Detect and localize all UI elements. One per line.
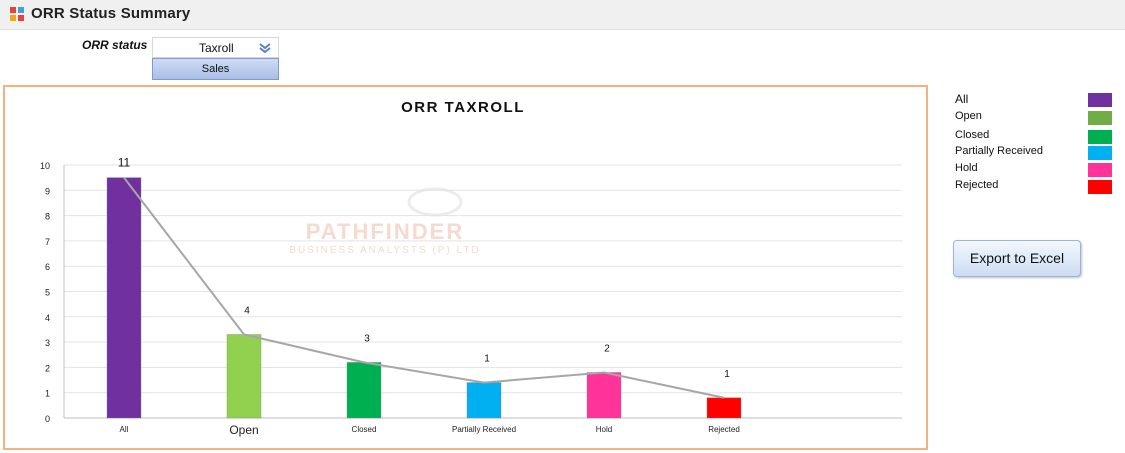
legend-swatch bbox=[1088, 146, 1112, 160]
bar-open bbox=[226, 334, 262, 419]
bar-partially-received bbox=[466, 382, 502, 419]
dropdown-option-sales[interactable]: Sales bbox=[152, 58, 279, 80]
orr-status-label: ORR status bbox=[82, 38, 148, 52]
legend-label: Partially Received bbox=[955, 145, 1044, 157]
legend-swatch bbox=[1088, 130, 1112, 144]
x-tick-label: Closed bbox=[352, 425, 377, 434]
x-tick-label: All bbox=[120, 425, 129, 434]
legend-item-all: All bbox=[955, 92, 1115, 108]
legend-label: Open bbox=[955, 110, 982, 122]
y-tick-label: 9 bbox=[45, 186, 50, 196]
legend-swatch bbox=[1088, 93, 1112, 107]
y-tick-label: 7 bbox=[45, 237, 50, 247]
data-label: 3 bbox=[364, 333, 370, 344]
y-tick-label: 8 bbox=[45, 212, 50, 222]
watermark-logo bbox=[407, 187, 463, 217]
bar-all bbox=[106, 177, 142, 419]
bar-rejected bbox=[706, 397, 742, 419]
data-label: 11 bbox=[118, 156, 131, 170]
legend-swatch bbox=[1088, 111, 1112, 125]
y-tick-label: 6 bbox=[45, 262, 50, 272]
legend-label: Rejected bbox=[955, 179, 999, 191]
legend-item-open: Open bbox=[955, 110, 1115, 126]
legend-item-rejected: Rejected bbox=[955, 179, 1115, 195]
x-tick-label: Hold bbox=[596, 425, 612, 434]
y-tick-label: 2 bbox=[45, 363, 50, 373]
legend-item-hold: Hold bbox=[955, 162, 1115, 178]
watermark-text: PATHFINDER bbox=[306, 219, 465, 244]
x-tick-label: Open bbox=[229, 423, 258, 437]
y-tick-label: 5 bbox=[45, 288, 50, 298]
data-label: 1 bbox=[484, 354, 490, 365]
data-label: 1 bbox=[724, 369, 730, 380]
x-tick-label: Rejected bbox=[708, 425, 740, 434]
y-tick-label: 3 bbox=[45, 338, 50, 348]
data-label: 2 bbox=[604, 343, 610, 354]
chart-panel: ORR TAXROLL PATHFINDER BUSINESS ANALYSTS (… bbox=[3, 85, 928, 450]
legend-label: Hold bbox=[955, 162, 978, 174]
data-label: 4 bbox=[244, 306, 250, 317]
title-bar: ORR Status Summary bbox=[0, 0, 1125, 30]
legend-swatch bbox=[1088, 180, 1112, 194]
y-tick-label: 0 bbox=[45, 414, 50, 424]
bar-hold bbox=[586, 371, 622, 419]
legend-label: Closed bbox=[955, 129, 990, 141]
x-tick-label: Partially Received bbox=[452, 425, 516, 434]
y-tick-label: 1 bbox=[45, 389, 50, 399]
orr-status-selected-value: Taxroll bbox=[199, 41, 234, 55]
chevron-down-icon[interactable] bbox=[258, 41, 272, 60]
dashboard-tiles-icon bbox=[10, 7, 24, 21]
legend-item-partially-received: Partially Received bbox=[955, 145, 1115, 161]
legend-item-closed: Closed bbox=[955, 129, 1115, 145]
orr-status-dropdown[interactable]: Taxroll bbox=[152, 37, 279, 58]
y-tick-label: 4 bbox=[45, 313, 50, 323]
bar-closed bbox=[346, 361, 382, 419]
legend-swatch bbox=[1088, 163, 1112, 177]
trend-line bbox=[123, 177, 725, 399]
page-title: ORR Status Summary bbox=[31, 5, 191, 22]
legend-label: All bbox=[955, 92, 969, 106]
watermark-subtext: BUSINESS ANALYSTS (P) LTD bbox=[289, 245, 480, 256]
y-tick-label: 10 bbox=[40, 161, 50, 171]
export-to-excel-button[interactable]: Export to Excel bbox=[953, 240, 1081, 277]
chart-title: ORR TAXROLL bbox=[401, 99, 525, 116]
